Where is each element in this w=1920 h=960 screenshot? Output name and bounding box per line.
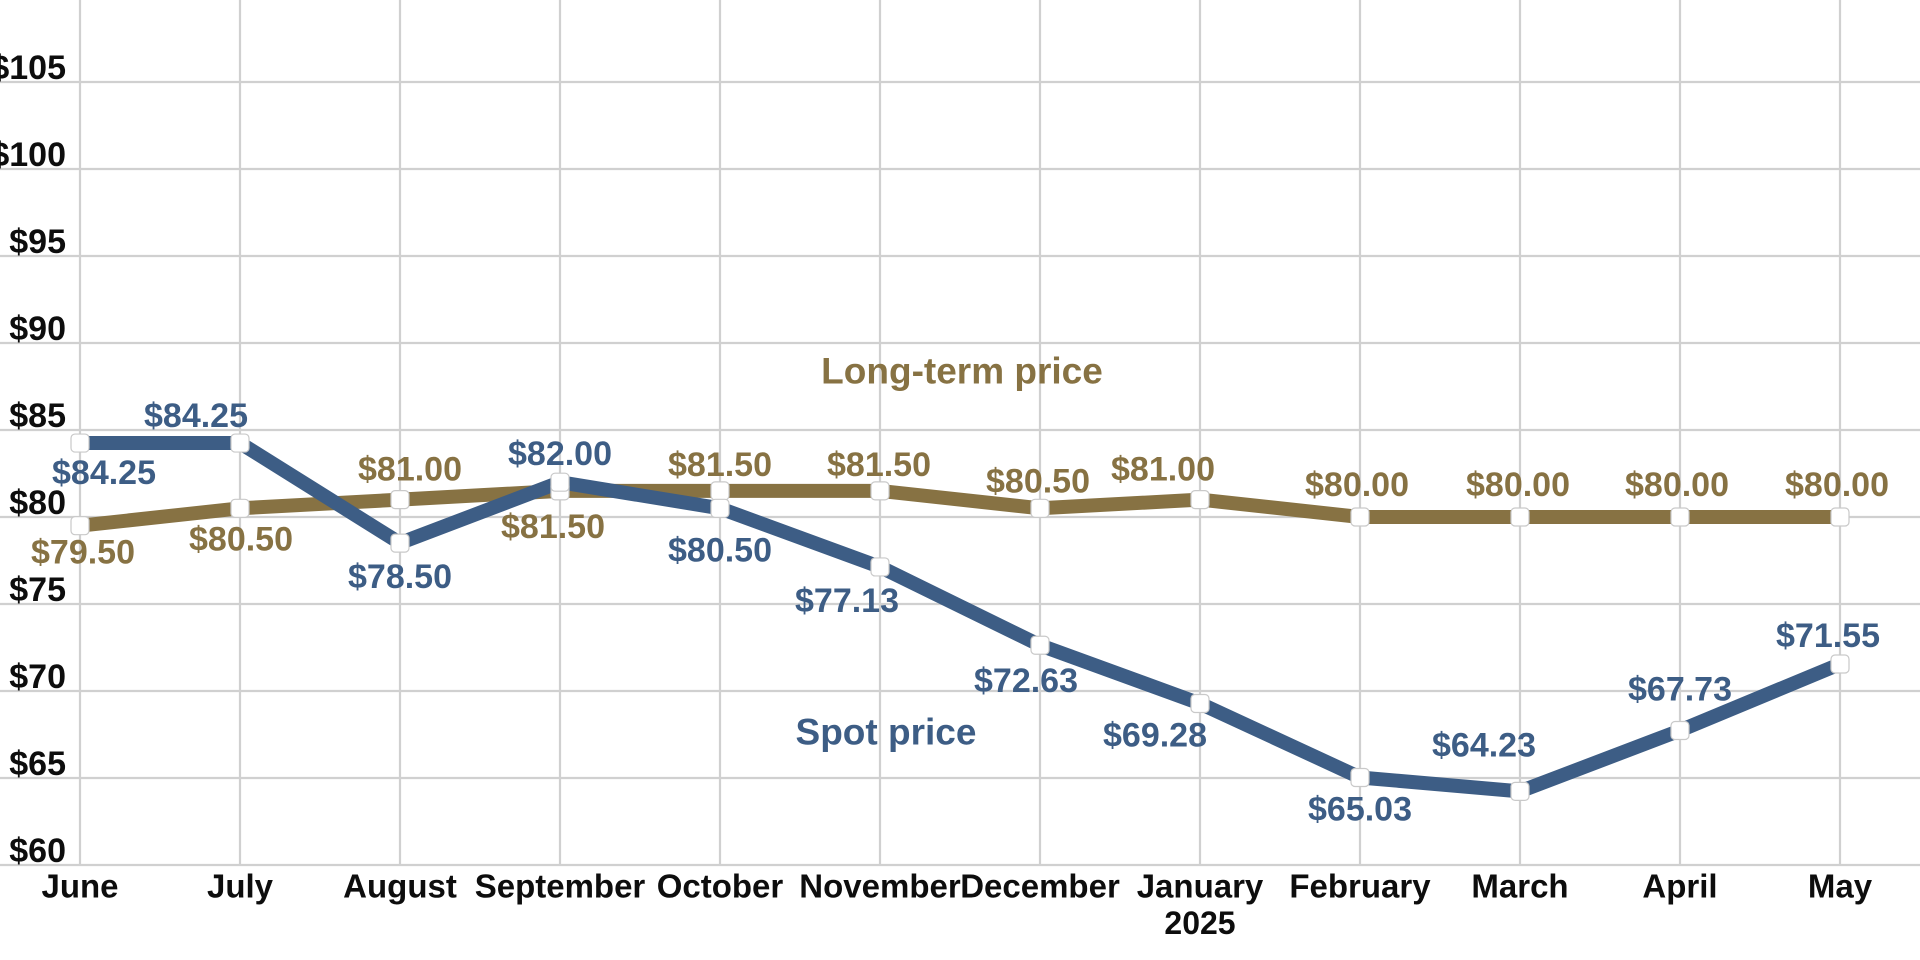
x-axis-label: October (657, 868, 784, 905)
long-term-price-line (73, 483, 1847, 533)
data-label: $79.50 (31, 534, 135, 572)
data-point-marker (550, 472, 570, 492)
data-point-marker (390, 490, 410, 510)
data-point-marker (1350, 767, 1370, 788)
data-point-marker (230, 433, 250, 453)
x-axis-label: September (475, 868, 646, 905)
x-axis-label: February (1289, 868, 1431, 905)
x-axis-label: December (960, 868, 1120, 905)
y-axis-label: $100 (0, 136, 66, 174)
data-point-marker (390, 533, 410, 553)
data-point-marker (710, 498, 730, 518)
data-point-marker (1830, 507, 1850, 527)
x-axis-label: June (41, 868, 118, 905)
data-label: $64.23 (1432, 726, 1536, 764)
long-term-price-data-labels: $79.50 $80.50 $81.00 $81.50 $81.50 $81.50 $80.… (31, 446, 1889, 572)
data-label: $69.28 (1103, 717, 1207, 755)
data-point-marker (1830, 654, 1850, 674)
data-label: $80.00 (1625, 466, 1729, 504)
x-axis-label: August (343, 868, 457, 905)
y-axis-label: $80 (9, 484, 66, 522)
data-label: $67.73 (1628, 670, 1732, 708)
spot-price-data-labels: $84.25 $84.25 $78.50 $82.00 $80.50 $77.13 $72.… (52, 397, 1880, 828)
x-axis-label: November (799, 868, 961, 905)
data-point-marker (870, 481, 890, 501)
data-label: $80.50 (189, 520, 293, 558)
data-label: $81.00 (1111, 451, 1215, 489)
data-label: $81.50 (827, 446, 931, 484)
data-label: $78.50 (348, 558, 452, 596)
y-axis-label: $85 (9, 397, 66, 435)
year-label: 2025 (1164, 905, 1235, 941)
spot-price-markers (70, 433, 1850, 801)
data-label: $81.50 (668, 446, 772, 484)
gridlines (0, 0, 1920, 867)
y-axis-label: $95 (9, 223, 66, 261)
data-point-marker (1670, 720, 1690, 741)
data-label: $80.50 (668, 531, 772, 569)
y-axis: $105 $100 $95 $90 $85 $80 $75 $70 $65 $60 (0, 49, 66, 870)
data-label: $80.00 (1785, 466, 1889, 504)
data-point-marker (1670, 507, 1690, 527)
data-point-marker (70, 516, 90, 536)
data-point-marker (1030, 635, 1050, 655)
y-axis-label: $60 (9, 832, 66, 870)
y-axis-label: $70 (9, 658, 66, 696)
data-label: $77.13 (795, 582, 899, 620)
x-axis-label: March (1471, 868, 1568, 905)
data-label: $81.00 (358, 451, 462, 489)
series-label-spot-price: Spot price (796, 712, 977, 753)
x-axis-label: May (1808, 868, 1873, 905)
x-axis: June July August September October November De… (41, 868, 1872, 942)
data-label: $72.63 (974, 662, 1078, 700)
data-label: $84.25 (144, 397, 248, 435)
series-label-long-term-price: Long-term price (821, 351, 1103, 392)
data-label: $71.55 (1776, 617, 1880, 655)
data-label: $80.50 (986, 462, 1090, 500)
data-label: $81.50 (501, 508, 605, 546)
spot-price-line (73, 436, 1847, 799)
data-point-marker (710, 481, 730, 501)
data-point-marker (1510, 507, 1530, 527)
data-point-marker (870, 557, 890, 577)
data-point-marker (1350, 507, 1370, 527)
data-label: $80.00 (1305, 466, 1409, 504)
y-axis-label: $65 (9, 745, 66, 783)
data-label: $84.25 (52, 454, 156, 492)
x-axis-label: April (1642, 868, 1717, 905)
data-label: $80.00 (1466, 466, 1570, 504)
data-label: $82.00 (508, 435, 612, 473)
y-axis-label: $105 (0, 49, 66, 87)
x-axis-label: January (1137, 868, 1264, 905)
data-point-marker (70, 433, 90, 453)
data-point-marker (230, 498, 250, 518)
y-axis-label: $90 (9, 310, 66, 348)
y-axis-label: $75 (9, 571, 66, 609)
data-label: $65.03 (1308, 790, 1412, 828)
data-point-marker (1510, 781, 1530, 801)
data-point-marker (1190, 490, 1210, 510)
data-point-marker (1030, 498, 1050, 518)
x-axis-label: July (207, 868, 274, 905)
data-point-marker (1190, 693, 1210, 714)
